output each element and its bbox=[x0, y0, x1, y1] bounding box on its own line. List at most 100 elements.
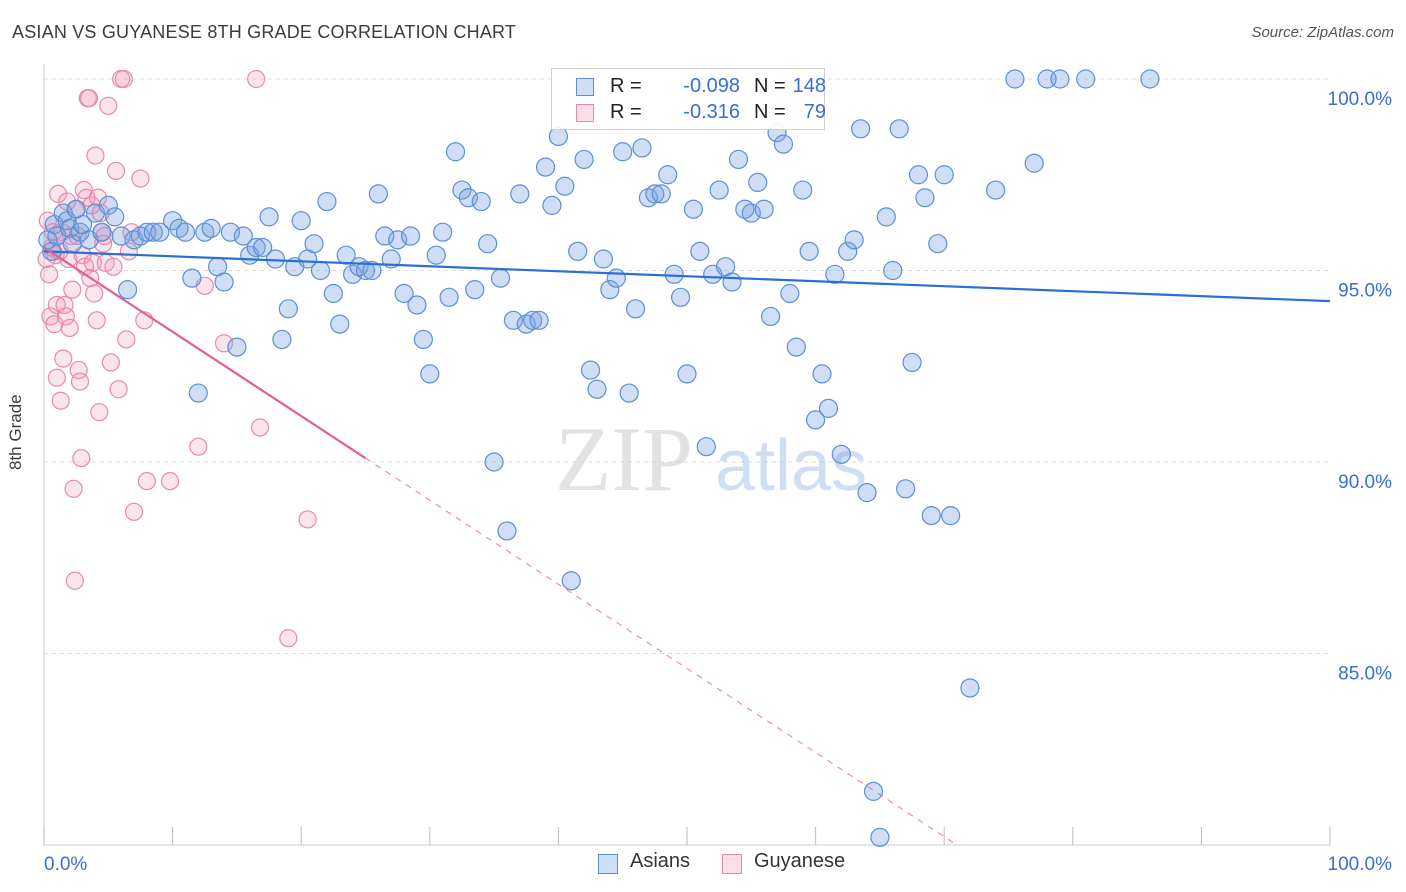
asian-point bbox=[343, 264, 363, 284]
asian-point bbox=[336, 245, 356, 265]
asian-point bbox=[799, 241, 819, 261]
guyanese-point bbox=[160, 472, 180, 491]
asian-point bbox=[677, 364, 697, 384]
asian-point bbox=[921, 506, 941, 526]
asian-point bbox=[201, 218, 221, 238]
asian-point bbox=[722, 272, 742, 292]
asian-point bbox=[111, 226, 131, 246]
asian-point bbox=[510, 184, 530, 204]
asian-point bbox=[214, 272, 234, 292]
guyanese-point bbox=[63, 280, 82, 299]
asian-point bbox=[117, 280, 138, 300]
asian-point bbox=[941, 506, 961, 526]
guyanese-swatch bbox=[576, 104, 594, 122]
n-value: 148 bbox=[792, 75, 826, 97]
asian-point bbox=[259, 207, 279, 227]
guyanese-point bbox=[91, 203, 110, 223]
y-tick-label: 95.0% bbox=[1338, 281, 1392, 302]
asian-point bbox=[413, 329, 433, 350]
guyanese-point bbox=[79, 89, 99, 108]
asian-point bbox=[445, 142, 466, 162]
asian-point bbox=[465, 280, 485, 300]
guyanese-point bbox=[85, 284, 104, 303]
asian-point bbox=[542, 195, 562, 215]
asian-point bbox=[600, 280, 620, 300]
asian-point bbox=[426, 245, 446, 265]
guyanese-point bbox=[47, 368, 66, 387]
asian-point bbox=[471, 191, 491, 212]
y-tick-label: 100.0% bbox=[1328, 89, 1393, 110]
asian-point bbox=[863, 781, 884, 801]
asian-point bbox=[362, 260, 382, 281]
asian-point bbox=[793, 180, 813, 200]
asian-point bbox=[831, 444, 851, 464]
asian-point bbox=[754, 199, 774, 219]
guyanese-point bbox=[279, 629, 298, 648]
asian-point bbox=[188, 383, 208, 403]
asian-point bbox=[825, 264, 845, 284]
guyanese-point bbox=[56, 307, 75, 326]
asian-point bbox=[394, 283, 414, 304]
r-value: -0.316 bbox=[683, 101, 740, 123]
n-label: N = bbox=[754, 75, 786, 97]
guyanese-point bbox=[95, 226, 114, 246]
guyanese-point bbox=[250, 418, 270, 437]
r-label: R = bbox=[610, 75, 642, 97]
r-label: R = bbox=[610, 101, 642, 123]
guyanese-point bbox=[137, 472, 156, 491]
asian-point bbox=[182, 268, 202, 288]
asian-point bbox=[851, 119, 871, 139]
asian-point bbox=[664, 264, 684, 284]
guyanese-point bbox=[99, 96, 118, 115]
asian-point bbox=[60, 218, 80, 238]
asian-point bbox=[670, 287, 691, 307]
asian-point bbox=[272, 329, 292, 350]
asian-point bbox=[606, 268, 626, 288]
trend-lines bbox=[43, 246, 1331, 846]
y-tick-label: 90.0% bbox=[1338, 472, 1392, 493]
asian-point bbox=[780, 283, 800, 304]
asian-point bbox=[105, 207, 125, 227]
asian-point bbox=[381, 249, 401, 269]
asian-point bbox=[388, 230, 408, 250]
asian-point bbox=[355, 260, 376, 281]
guyanese-point bbox=[101, 353, 120, 372]
asian-point bbox=[330, 314, 350, 334]
asian-point bbox=[420, 364, 440, 384]
guyanese-point bbox=[298, 510, 317, 529]
asian-point bbox=[246, 237, 266, 258]
asian-point bbox=[632, 138, 652, 158]
asian-point bbox=[548, 126, 569, 147]
guyanese-point bbox=[54, 349, 73, 368]
asians-swatch bbox=[576, 78, 594, 96]
watermark-atlas: atlas bbox=[715, 426, 867, 506]
asian-point bbox=[568, 241, 588, 261]
guyanese-point bbox=[38, 211, 57, 230]
asian-point bbox=[227, 337, 247, 357]
asian-point bbox=[748, 172, 768, 193]
asian-point bbox=[902, 352, 922, 373]
asian-point bbox=[458, 188, 478, 208]
asian-point bbox=[497, 521, 517, 541]
asian-point bbox=[593, 249, 614, 269]
guyanese-trend-line bbox=[43, 246, 367, 460]
asian-point bbox=[484, 452, 504, 472]
asian-point bbox=[574, 149, 594, 170]
asian-point bbox=[400, 226, 421, 246]
guyanese-point bbox=[64, 479, 83, 498]
guyanese-point bbox=[70, 372, 90, 391]
asian-point bbox=[587, 379, 607, 399]
asian-point bbox=[317, 191, 337, 212]
asian-point bbox=[220, 222, 241, 242]
guyanese-point bbox=[55, 295, 74, 315]
axes bbox=[43, 64, 1331, 846]
asian-point bbox=[490, 268, 511, 288]
guyanese-point bbox=[69, 360, 88, 380]
asian-point bbox=[876, 207, 896, 227]
source-label: Source: ZipAtlas.com bbox=[1251, 24, 1394, 41]
asian-point bbox=[503, 310, 523, 330]
asian-point bbox=[1050, 69, 1070, 89]
asians-trend-line bbox=[43, 250, 1331, 303]
y-axis-label: 8th Grade bbox=[6, 394, 25, 470]
asian-point bbox=[786, 337, 806, 357]
